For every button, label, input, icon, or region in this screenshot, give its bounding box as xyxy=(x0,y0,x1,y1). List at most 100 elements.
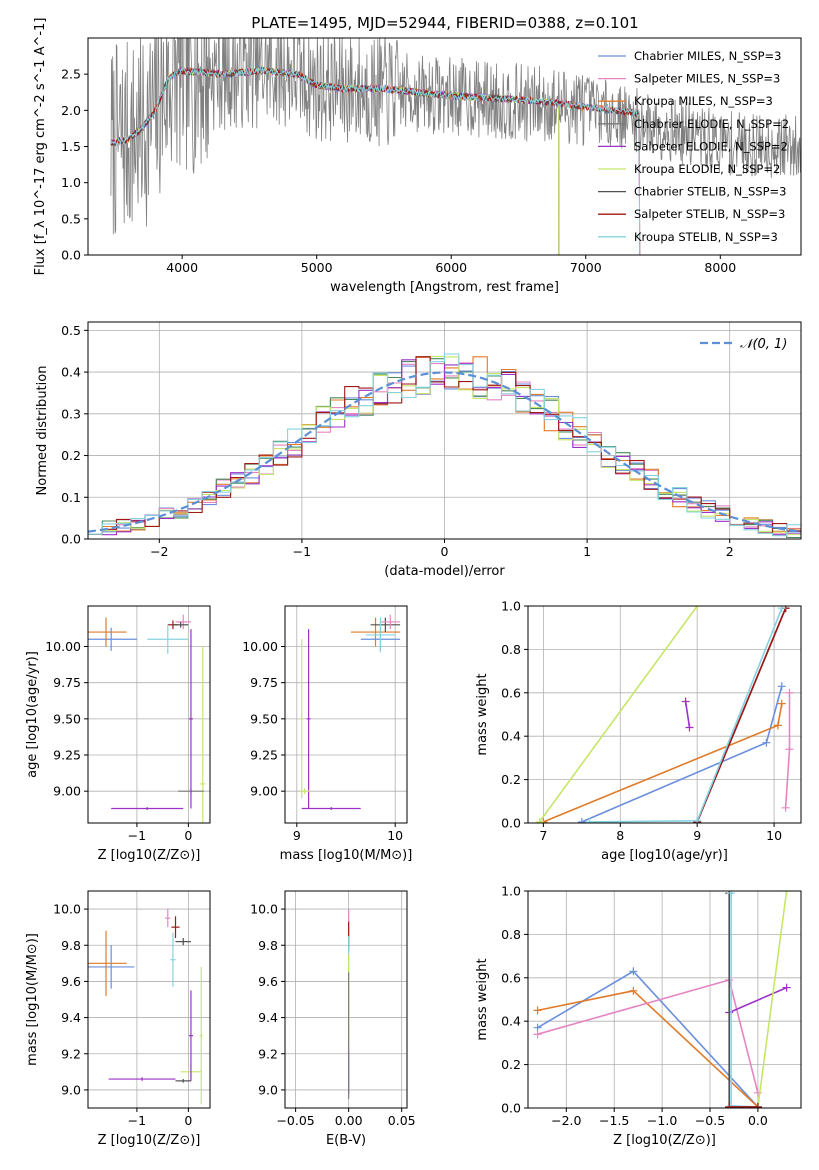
x-tick-label: −1.0 xyxy=(647,1113,677,1128)
y-tick-label: 0.0 xyxy=(501,816,521,831)
y-tick-label: 9.8 xyxy=(61,938,81,953)
y-tick-label: 9.2 xyxy=(61,1046,81,1061)
error-bar-point xyxy=(350,617,401,647)
y-tick-label: 10.0 xyxy=(250,902,278,917)
legend-entry: Chabrier STELIB, N_SSP=3 xyxy=(634,185,786,199)
error-bar-point xyxy=(299,639,304,799)
residual-histogram-panel: −2 −1 0 1 2 0.0 0.1 0.2 0.3 0.4 0.5 (data-model)/er… xyxy=(35,321,802,579)
error-bar-point xyxy=(199,966,203,1105)
y-tick-label: 0.8 xyxy=(501,927,521,942)
legend-entry: 𝒩(0, 1) xyxy=(740,337,787,352)
x-tick-label: 10 xyxy=(766,828,782,843)
y-tick-label: 2.0 xyxy=(61,103,81,118)
error-bar-point xyxy=(306,629,311,809)
x-tick-label: 0 xyxy=(441,544,449,559)
model-spectrum-line xyxy=(110,66,641,255)
plot-area xyxy=(88,353,801,539)
weight-series xyxy=(535,606,702,823)
y-axis-label: age [log10(age/yr)] xyxy=(25,651,40,778)
y-tick-label: 9.4 xyxy=(61,1010,81,1025)
weight-marker xyxy=(773,721,782,730)
x-axis-label: Z [log10(Z/Z⊙)] xyxy=(613,1133,716,1148)
weight-marker xyxy=(629,967,638,976)
x-axis-label: Z [log10(Z/Z⊙)] xyxy=(98,1133,201,1148)
mass-weight-vs-age-panel: 7 8 9 10 0.0 0.2 0.4 0.6 0.8 1.0 age [log10(age/yr… xyxy=(475,599,802,863)
weight-marker xyxy=(725,1102,734,1108)
weight-marker xyxy=(535,817,544,823)
model-spectrum-line xyxy=(110,66,641,255)
y-axis-label: mass weight xyxy=(475,958,490,1040)
x-tick-label: 0.05 xyxy=(388,1113,416,1128)
y-tick-label: 9.00 xyxy=(53,784,81,799)
axes-frame xyxy=(527,890,802,1109)
weight-marker xyxy=(533,1006,542,1015)
y-tick-label: 0.6 xyxy=(501,685,521,700)
weight-marker xyxy=(681,697,690,706)
x-tick-label: −1 xyxy=(293,544,311,559)
y-tick-label: 0.4 xyxy=(61,365,81,380)
x-tick-label: 10 xyxy=(387,828,403,843)
x-tick-label: 8000 xyxy=(704,260,736,275)
weight-series xyxy=(533,986,762,1108)
plot-area xyxy=(535,606,794,823)
y-tick-label: 0.3 xyxy=(61,406,81,421)
y-tick-label: 9.8 xyxy=(258,938,278,953)
y-tick-label: 9.50 xyxy=(53,711,81,726)
x-tick-label: 7000 xyxy=(570,260,602,275)
y-tick-label: 10.0 xyxy=(53,902,81,917)
weight-marker xyxy=(785,745,794,754)
x-tick-label: −0.5 xyxy=(695,1113,725,1128)
plot-area xyxy=(299,614,401,810)
error-bar-point xyxy=(147,624,189,654)
legend-entry: Kroupa ELODIE, N_SSP=2 xyxy=(634,162,780,176)
error-bar-point xyxy=(175,614,191,630)
weight-marker xyxy=(629,986,638,995)
x-tick-label: 5000 xyxy=(301,260,333,275)
weight-series xyxy=(577,682,786,823)
weight-marker xyxy=(782,891,791,895)
x-tick-label: 2 xyxy=(726,544,734,559)
legend: Chabrier MILES, N_SSP=3 Salpeter MILES, N… xyxy=(598,49,789,244)
y-tick-label: 9.75 xyxy=(53,675,81,690)
y-tick-label: 0.4 xyxy=(501,729,521,744)
y-tick-label: 10.00 xyxy=(45,639,81,654)
error-bar-point xyxy=(188,629,194,809)
weight-marker xyxy=(781,803,790,812)
y-tick-label: 0.1 xyxy=(61,490,81,505)
weight-marker xyxy=(785,688,794,697)
x-tick-label: 0 xyxy=(184,1113,192,1128)
error-bar-point xyxy=(171,916,180,939)
error-bar-point xyxy=(188,990,194,1081)
weight-marker xyxy=(533,1030,542,1039)
y-axis-label: Normed distribution xyxy=(35,366,50,496)
y-tick-label: 9.0 xyxy=(61,1082,81,1097)
x-axis-label: age [log10(age/yr)] xyxy=(601,848,728,863)
y-tick-label: 1.0 xyxy=(501,599,521,614)
gaussian-curve xyxy=(88,371,801,533)
x-axis-label: Z [log10(Z/Z⊙)] xyxy=(98,848,201,863)
y-tick-label: 9.4 xyxy=(258,1010,278,1025)
weight-series xyxy=(681,697,694,732)
weight-marker xyxy=(762,738,771,747)
model-spectrum-line xyxy=(110,66,641,255)
weight-marker xyxy=(727,891,736,898)
legend-entry: Salpeter ELODIE, N_SSP=2 xyxy=(634,139,788,153)
age-vs-metallicity-panel: −1 0 9.00 9.25 9.50 9.75 10.00 Z [log10(Z/Z⊙)] a… xyxy=(25,605,211,863)
y-tick-label: 0.5 xyxy=(61,323,81,338)
axes-frame xyxy=(284,605,408,824)
y-axis-label: mass [log10(M/M⊙)] xyxy=(25,933,40,1066)
error-bar-point xyxy=(380,614,401,630)
y-tick-label: 9.2 xyxy=(258,1046,278,1061)
x-tick-label: −2 xyxy=(150,544,168,559)
observed-spectrum xyxy=(110,38,801,235)
model-spectrum-line xyxy=(110,66,641,255)
x-tick-label: 0 xyxy=(184,828,192,843)
weight-marker xyxy=(727,1101,736,1108)
y-tick-label: 0.2 xyxy=(61,448,81,463)
y-tick-label: 0.0 xyxy=(61,248,81,263)
plot-area xyxy=(88,614,206,823)
y-tick-label: 0.6 xyxy=(501,970,521,985)
x-tick-label: 9 xyxy=(293,828,301,843)
y-tick-label: 0.2 xyxy=(501,1057,521,1072)
